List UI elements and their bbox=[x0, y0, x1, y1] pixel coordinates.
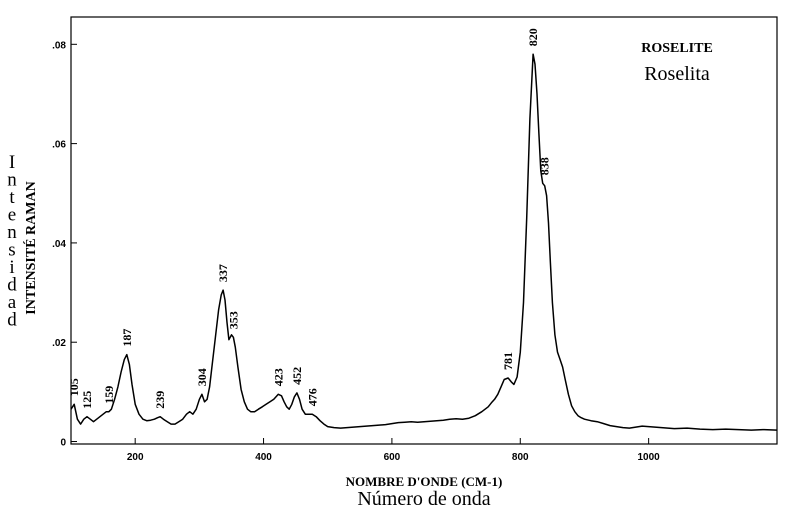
peak-label: 781 bbox=[501, 352, 515, 370]
x-tick-label: 1000 bbox=[638, 452, 661, 463]
peak-label: 838 bbox=[538, 157, 552, 175]
y-label-letter: I bbox=[9, 152, 15, 173]
y-tick-label: .02 bbox=[52, 338, 66, 349]
y-label-letter: s bbox=[8, 240, 15, 261]
spectrum-line bbox=[70, 53, 778, 431]
y-tick-label: .06 bbox=[52, 140, 66, 151]
peak-label: 820 bbox=[526, 28, 540, 46]
peak-label: 353 bbox=[226, 311, 240, 329]
y-tick-label: .04 bbox=[52, 239, 66, 250]
y-label-letter: a bbox=[8, 292, 17, 313]
x-tick-label: 600 bbox=[384, 452, 401, 463]
peak-label: 452 bbox=[290, 367, 304, 385]
peak-label: 476 bbox=[305, 388, 319, 406]
y-label-letter: d bbox=[7, 275, 17, 296]
peak-label: 125 bbox=[80, 391, 94, 409]
peak-label: 159 bbox=[102, 386, 116, 404]
peak-label: 304 bbox=[195, 368, 209, 386]
peak-label: 105 bbox=[67, 378, 81, 396]
peak-label: 423 bbox=[271, 368, 285, 386]
y-label-letter: d bbox=[7, 310, 17, 331]
x-tick-label: 200 bbox=[127, 452, 144, 463]
y-label-letter: t bbox=[9, 187, 15, 208]
y-label-letter: n bbox=[7, 170, 17, 191]
y-axis-label: INTENSITÉ RAMAN bbox=[22, 181, 39, 314]
chart-title: ROSELITE bbox=[641, 41, 713, 56]
peak-label: 337 bbox=[216, 264, 230, 282]
x-axis-label-secondary: Número de onda bbox=[357, 488, 490, 509]
peak-label: 187 bbox=[120, 329, 134, 347]
x-tick-label: 400 bbox=[255, 452, 272, 463]
plot-frame bbox=[70, 16, 778, 445]
axis-ticks bbox=[71, 43, 650, 444]
x-tick-label: 800 bbox=[512, 452, 529, 463]
axis-tick-labels: 200 400 600 800 1000 0 .02 .04 .06 .08 bbox=[52, 40, 660, 463]
y-tick-label: .08 bbox=[52, 40, 66, 51]
y-label-letter: i bbox=[9, 257, 14, 278]
peak-label: 239 bbox=[153, 391, 167, 409]
y-label-letter: n bbox=[7, 222, 17, 243]
chart-subtitle: Roselita bbox=[644, 63, 710, 85]
y-label-letter: e bbox=[8, 205, 16, 226]
x-axis-label: NOMBRE D'ONDE (CM-1) bbox=[346, 474, 503, 489]
y-tick-label: 0 bbox=[60, 438, 66, 449]
